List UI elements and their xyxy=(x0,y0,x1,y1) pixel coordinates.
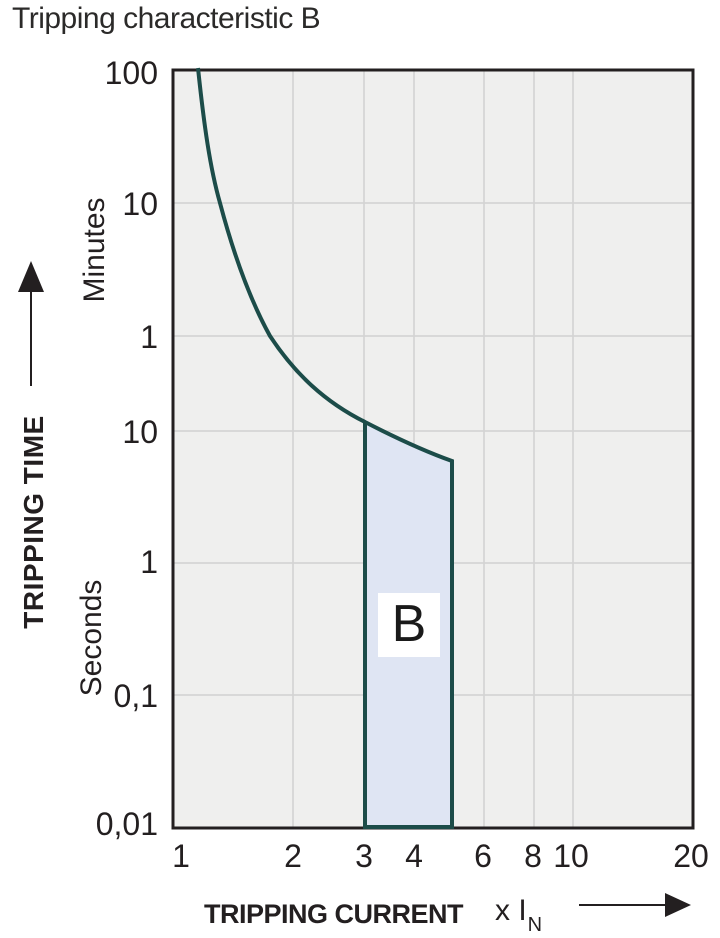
x-tick-label-2: 2 xyxy=(284,838,302,874)
x-axis-title: TRIPPING CURRENT xyxy=(204,899,464,929)
y-axis-unit-minutes: Minutes xyxy=(78,197,111,303)
y-axis-arrow-head xyxy=(18,261,44,292)
tripping-curve xyxy=(196,67,366,424)
zone-b-label: B xyxy=(378,593,440,657)
y-tick-label-10min: 10 xyxy=(122,186,158,222)
y-axis-arrow xyxy=(18,261,44,386)
chart-title: Tripping characteristic B xyxy=(12,2,321,35)
x-tick-label-6: 6 xyxy=(474,838,492,874)
x-tick-label-20: 20 xyxy=(673,838,709,874)
y-tick-label-1s: 1 xyxy=(140,544,158,580)
x-tick-label-4: 4 xyxy=(405,838,423,874)
x-axis-unit-subscript: N xyxy=(527,914,543,936)
y-axis-unit-seconds: Seconds xyxy=(75,579,108,697)
x-axis-unit-prefix: x I xyxy=(495,894,527,927)
x-tick-label-3: 3 xyxy=(355,838,373,874)
y-tick-label-01s: 0,1 xyxy=(113,678,158,714)
y-tick-label-10s: 10 xyxy=(122,414,158,450)
x-tick-label-10: 10 xyxy=(553,838,589,874)
x-tick-label-8: 8 xyxy=(524,838,542,874)
x-tick-label-1: 1 xyxy=(172,838,190,874)
y-tick-label-001s: 0,01 xyxy=(95,806,158,842)
y-axis-title: TRIPPING TIME xyxy=(18,415,49,629)
y-tick-label-1min: 1 xyxy=(140,319,158,355)
x-axis-unit: x IN xyxy=(495,894,543,936)
y-tick-label-100min: 100 xyxy=(104,55,158,91)
x-axis-arrow xyxy=(579,893,691,917)
x-axis-arrow-head xyxy=(665,893,691,917)
